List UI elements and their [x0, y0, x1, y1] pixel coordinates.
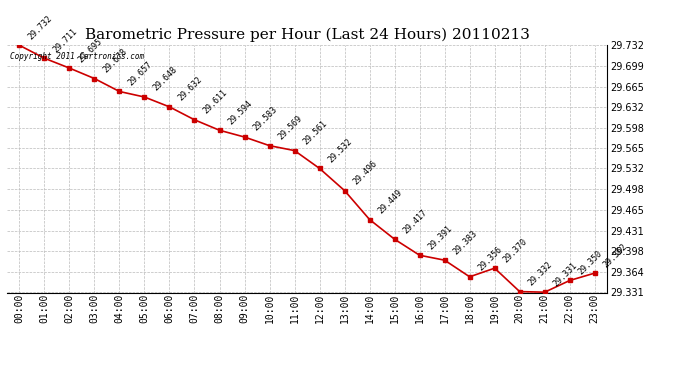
Text: 29.594: 29.594	[226, 99, 254, 126]
Text: 29.331: 29.331	[551, 261, 579, 288]
Text: 29.657: 29.657	[126, 60, 154, 87]
Text: 29.362: 29.362	[602, 242, 629, 269]
Text: 29.532: 29.532	[326, 137, 354, 164]
Text: 29.732: 29.732	[26, 13, 54, 41]
Text: 29.583: 29.583	[251, 105, 279, 133]
Text: 29.678: 29.678	[101, 47, 129, 74]
Text: 29.332: 29.332	[526, 260, 554, 287]
Text: 29.561: 29.561	[302, 119, 329, 146]
Text: 29.370: 29.370	[502, 236, 529, 264]
Text: 29.417: 29.417	[402, 207, 429, 235]
Title: Barometric Pressure per Hour (Last 24 Hours) 20110213: Barometric Pressure per Hour (Last 24 Ho…	[85, 28, 529, 42]
Text: 29.350: 29.350	[577, 249, 604, 276]
Text: 29.496: 29.496	[351, 159, 379, 186]
Text: 29.391: 29.391	[426, 224, 454, 251]
Text: 29.383: 29.383	[451, 228, 479, 256]
Text: Copyright 2011 Cartronics.com: Copyright 2011 Cartronics.com	[10, 53, 144, 62]
Text: 29.611: 29.611	[201, 88, 229, 116]
Text: 29.449: 29.449	[377, 188, 404, 215]
Text: 29.695: 29.695	[77, 36, 104, 64]
Text: 29.711: 29.711	[51, 27, 79, 54]
Text: 29.356: 29.356	[477, 245, 504, 273]
Text: 29.632: 29.632	[177, 75, 204, 103]
Text: 29.569: 29.569	[277, 114, 304, 141]
Text: 29.648: 29.648	[151, 65, 179, 93]
